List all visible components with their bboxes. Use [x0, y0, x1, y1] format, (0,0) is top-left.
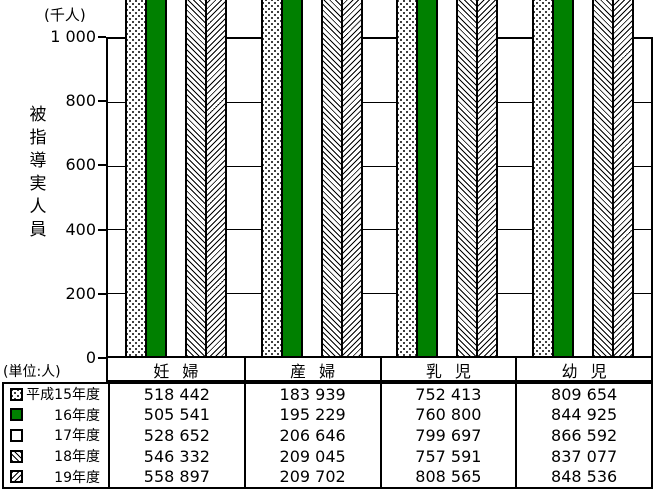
value-cell-18年度-幼児: 837 077 [515, 445, 651, 467]
y-tick-mark [98, 100, 106, 103]
value-cell-18年度-乳児: 757 591 [379, 445, 516, 467]
bar-19年度-産婦 [340, 0, 363, 356]
value-cell-平成15年度-幼児: 809 654 [515, 384, 651, 405]
data-table: 平成15年度 518 442 183 939 752 413 809 654 16年度 50… [2, 382, 653, 489]
category-header-cell: 乳 児 [379, 358, 516, 382]
bar-16年度-妊婦 [144, 0, 167, 356]
bar-19年度-幼児 [612, 0, 635, 356]
gridline [108, 166, 651, 167]
bar-17年度-産婦 [300, 0, 323, 356]
value-cell-平成15年度-乳児: 752 413 [379, 384, 516, 405]
value-cell-17年度-乳児: 799 697 [379, 425, 516, 446]
y-tick-label: 1 000 [50, 27, 96, 46]
value-cell-16年度-幼児: 844 925 [515, 404, 651, 426]
y-tick-label: 800 [65, 91, 96, 111]
legend-label: 17年度 [54, 428, 100, 445]
bar-平成15年度-妊婦 [124, 0, 147, 356]
bar-group-妊婦 [108, 0, 244, 356]
table-unit-label: (単位:人) [3, 364, 61, 380]
bar-16年度-乳児 [416, 0, 439, 356]
category-header-cell: 妊 婦 [153, 362, 199, 381]
y-tick-mark [98, 357, 106, 359]
bar-group-幼児 [515, 0, 651, 356]
legend-cell-18年度: 18年度 [4, 446, 108, 467]
value-cell-17年度-産婦: 206 646 [243, 425, 380, 446]
plot-area [106, 0, 653, 358]
value-cell-19年度-幼児: 848 536 [515, 466, 651, 487]
value-cell-17年度-妊婦: 528 652 [108, 425, 244, 446]
legend-label: 19年度 [54, 469, 100, 486]
legend-swatch-solid-green-icon [10, 408, 23, 422]
value-cell-19年度-産婦: 209 702 [243, 466, 380, 487]
bar-平成15年度-産婦 [260, 0, 283, 356]
bar-group-乳児 [380, 0, 516, 356]
category-header-row: 妊 婦 産 婦乳 児幼 児 [106, 356, 653, 382]
legend-swatch-diagonal-slash-icon [10, 470, 23, 484]
y-tick-mark [98, 292, 106, 295]
y-tick-label: 600 [65, 155, 96, 175]
bar-17年度-幼児 [572, 0, 595, 356]
bar-16年度-幼児 [552, 0, 575, 356]
bar-19年度-妊婦 [204, 0, 227, 356]
legend-cell-平成15年度: 平成15年度 [4, 384, 108, 405]
gridline [108, 293, 651, 294]
value-cell-16年度-乳児: 760 800 [379, 404, 516, 426]
category-header-cell: 産 婦 [243, 358, 380, 382]
bar-平成15年度-乳児 [396, 0, 419, 356]
y-axis-title: 被 指 導 実 人 員 [29, 105, 47, 240]
value-cell-18年度-妊婦: 546 332 [108, 445, 244, 467]
value-cell-19年度-妊婦: 558 897 [108, 466, 244, 487]
bar-18年度-幼児 [592, 0, 615, 356]
y-tick-label: 200 [65, 283, 96, 303]
bar-17年度-妊婦 [164, 0, 187, 356]
bar-18年度-妊婦 [184, 0, 207, 356]
y-axis-unit-label: (千人) [44, 6, 86, 24]
bar-group-産婦 [244, 0, 380, 356]
legend-cell-16年度: 16年度 [4, 405, 108, 426]
legend-cell-19年度: 19年度 [4, 466, 108, 487]
legend-label: 16年度 [54, 407, 100, 424]
y-tick-mark [98, 164, 106, 167]
value-cell-16年度-妊婦: 505 541 [108, 404, 244, 426]
value-cell-平成15年度-妊婦: 518 442 [108, 384, 244, 405]
legend-label: 18年度 [54, 449, 100, 466]
legend-swatch-plain-white-icon [10, 428, 23, 442]
bar-19年度-乳児 [476, 0, 499, 356]
gridline [108, 229, 651, 230]
legend-cell-17年度: 17年度 [4, 425, 108, 446]
bar-18年度-乳児 [456, 0, 479, 356]
category-header-cell: 幼 児 [515, 358, 651, 382]
legend-label: 平成15年度 [26, 387, 100, 404]
bar-16年度-産婦 [280, 0, 303, 356]
value-cell-17年度-幼児: 866 592 [515, 425, 651, 446]
bar-平成15年度-幼児 [532, 0, 555, 356]
gridline [108, 102, 651, 103]
y-tick-label: 0 [85, 348, 96, 367]
y-tick-label: 400 [65, 219, 96, 239]
value-cell-16年度-産婦: 195 229 [243, 404, 380, 426]
value-cell-18年度-産婦: 209 045 [243, 445, 380, 467]
bar-17年度-乳児 [436, 0, 459, 356]
value-cell-19年度-乳児: 808 565 [379, 466, 516, 487]
value-cell-平成15年度-産婦: 183 939 [243, 384, 380, 405]
legend-swatch-diagonal-backslash-icon [10, 449, 23, 463]
legend-swatch-dots-icon [10, 387, 23, 401]
y-tick-mark [98, 36, 106, 38]
bar-18年度-産婦 [320, 0, 343, 356]
y-tick-mark [98, 228, 106, 231]
